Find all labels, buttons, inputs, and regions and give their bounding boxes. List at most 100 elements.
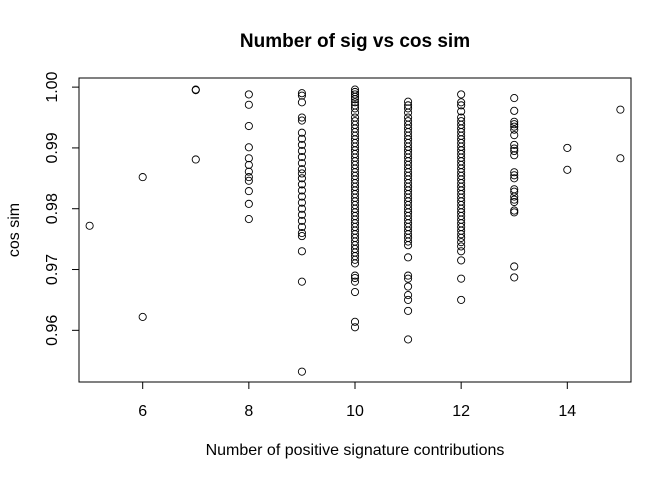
data-point	[404, 306, 413, 315]
data-point	[350, 108, 360, 117]
y-axis: 0.96 0.97 0.98 0.99 1.00	[44, 71, 80, 346]
data-point	[297, 186, 306, 195]
data-point	[404, 282, 413, 291]
data-point	[350, 98, 360, 107]
x-tick-label: 12	[452, 403, 470, 420]
data-point	[457, 107, 466, 116]
data-point	[404, 97, 413, 106]
data-point	[510, 140, 519, 149]
data-point	[297, 146, 306, 156]
data-point	[510, 192, 519, 201]
data-point	[85, 221, 94, 230]
data-point	[244, 121, 253, 131]
data-point	[404, 274, 413, 283]
data-point	[457, 242, 466, 251]
data-point	[297, 247, 306, 256]
data-point	[404, 237, 413, 246]
data-point	[510, 262, 519, 271]
y-tick-label: 0.99	[44, 132, 61, 163]
data-point	[191, 86, 200, 95]
data-point	[404, 271, 413, 280]
data-point	[297, 152, 306, 162]
data-point	[457, 247, 466, 256]
data-point	[297, 159, 306, 168]
data-point	[510, 174, 519, 183]
data-point	[350, 287, 360, 297]
data-point	[457, 233, 466, 242]
data-point	[297, 228, 306, 238]
data-point	[244, 173, 253, 182]
data-point	[244, 199, 253, 208]
data-point	[457, 98, 466, 107]
data-point	[404, 291, 413, 300]
data-point	[244, 160, 253, 169]
data-point	[244, 215, 253, 224]
data-point	[510, 151, 519, 160]
data-point	[457, 274, 466, 283]
data-point	[297, 216, 306, 225]
data-point	[404, 108, 413, 117]
data-point	[616, 154, 625, 163]
x-axis-label: Number of positive signature contributio…	[206, 442, 505, 459]
data-point	[510, 125, 519, 134]
data-point	[297, 180, 306, 189]
data-point	[510, 273, 519, 282]
data-point	[563, 143, 572, 152]
y-tick-label: 0.96	[44, 315, 61, 346]
data-point	[350, 92, 360, 101]
data-point	[350, 277, 360, 286]
data-point	[404, 241, 413, 250]
y-tick-label: 1.00	[44, 71, 61, 102]
data-point	[510, 106, 519, 115]
data-point	[457, 295, 466, 304]
data-point	[350, 95, 360, 104]
data-point	[297, 116, 306, 125]
y-tick-label: 0.98	[44, 193, 61, 224]
data-point	[244, 154, 253, 163]
data-point	[297, 232, 306, 241]
data-point	[510, 208, 519, 217]
data-point	[510, 187, 519, 196]
data-point	[297, 277, 306, 286]
data-point	[350, 255, 360, 264]
data-point	[297, 98, 306, 107]
x-tick-label: 10	[346, 403, 364, 420]
data-point	[510, 146, 519, 156]
data-point	[297, 89, 306, 98]
chart-title: Number of sig vs cos sim	[240, 31, 470, 52]
data-point	[297, 222, 306, 232]
data-point	[350, 317, 360, 326]
data-point	[297, 204, 306, 213]
data-point	[350, 104, 360, 113]
data-point	[510, 195, 519, 204]
data-point	[297, 140, 306, 149]
data-point	[404, 335, 413, 344]
data-point	[510, 120, 519, 129]
data-points	[85, 85, 625, 376]
data-point	[510, 117, 519, 126]
data-point	[297, 367, 306, 376]
x-tick-label: 8	[244, 403, 253, 420]
data-point	[244, 100, 253, 109]
data-point	[457, 90, 466, 99]
data-point	[297, 91, 306, 100]
data-point	[297, 113, 306, 122]
data-point	[350, 259, 360, 268]
data-point	[138, 173, 147, 182]
data-point	[138, 312, 147, 321]
data-point	[510, 122, 519, 131]
x-tick-label: 6	[138, 403, 147, 420]
data-point	[404, 253, 413, 262]
data-point	[510, 206, 519, 215]
data-point	[404, 104, 413, 113]
data-point	[616, 105, 625, 114]
data-point	[297, 198, 306, 207]
data-point	[297, 192, 306, 201]
data-point	[457, 230, 466, 239]
data-point	[510, 171, 519, 180]
data-point	[244, 176, 253, 185]
data-point	[191, 155, 200, 164]
data-point	[297, 174, 306, 183]
data-point	[297, 165, 306, 174]
